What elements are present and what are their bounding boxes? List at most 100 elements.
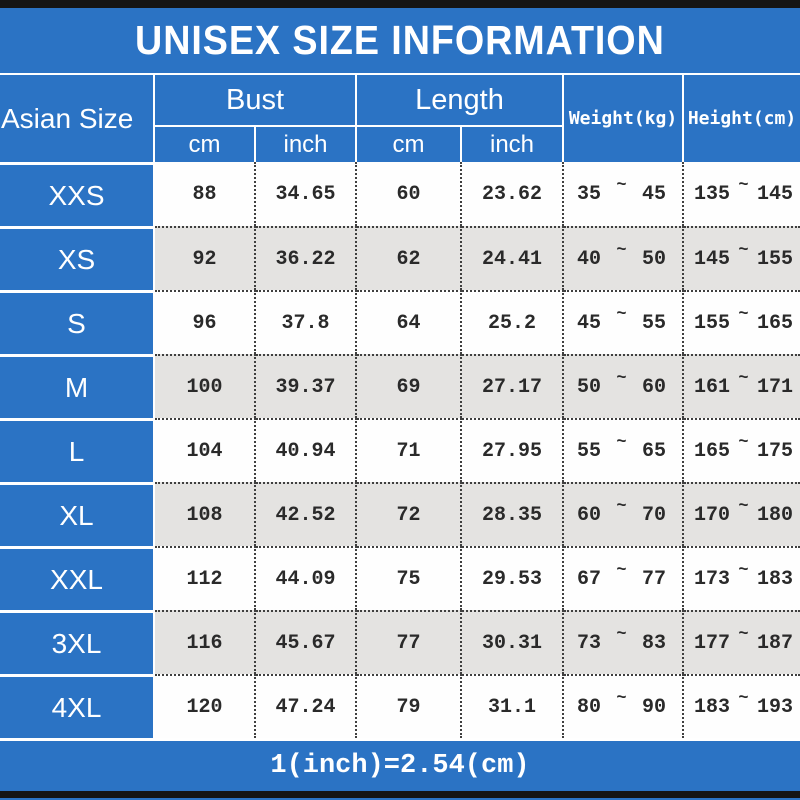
subheader-length-inch: inch (462, 127, 564, 162)
height-min-value: 145 (694, 247, 731, 271)
bust-cm-cell: 112 (155, 546, 256, 610)
bust-cm-cell: 116 (155, 610, 256, 674)
bust-cm-cell: 120 (155, 674, 256, 738)
tilde-separator: ~ (616, 496, 627, 516)
weight-range-cell: 50 ~ 60 (564, 354, 684, 418)
weight-max-value: 70 (641, 503, 666, 527)
height-min-value: 135 (694, 182, 731, 206)
height-min-value: 183 (694, 695, 731, 719)
weight-max-value: 60 (641, 375, 666, 399)
weight-min-value: 73 (577, 631, 602, 655)
height-range-cell: 161 ~ 171 (684, 354, 800, 418)
length-inch-cell: 27.95 (462, 418, 564, 482)
tilde-separator: ~ (616, 560, 627, 580)
column-header-weight: Weight(kg) (564, 75, 684, 162)
column-group-bust: Bust (155, 75, 357, 127)
weight-min-value: 45 (577, 311, 602, 335)
tilde-separator: ~ (738, 496, 749, 516)
weight-range-cell: 55 ~ 65 (564, 418, 684, 482)
bust-inch-cell: 44.09 (256, 546, 357, 610)
length-inch-cell: 31.1 (462, 674, 564, 738)
weight-min-value: 40 (577, 247, 602, 271)
bust-cm-cell: 100 (155, 354, 256, 418)
size-label-cell: M (0, 354, 155, 418)
height-range-cell: 183 ~ 193 (684, 674, 800, 738)
length-cm-cell: 69 (357, 354, 462, 418)
weight-min-value: 67 (577, 567, 602, 591)
tilde-separator: ~ (738, 240, 749, 260)
height-min-value: 155 (694, 311, 731, 335)
size-label-cell: XL (0, 482, 155, 546)
bust-inch-cell: 45.67 (256, 610, 357, 674)
height-min-value: 177 (694, 631, 731, 655)
length-inch-cell: 23.62 (462, 162, 564, 226)
weight-range-cell: 67 ~ 77 (564, 546, 684, 610)
length-cm-cell: 79 (357, 674, 462, 738)
weight-min-value: 60 (577, 503, 602, 527)
bust-inch-cell: 42.52 (256, 482, 357, 546)
bust-inch-cell: 37.8 (256, 290, 357, 354)
height-max-value: 171 (756, 375, 793, 399)
length-cm-cell: 60 (357, 162, 462, 226)
size-label-cell: 3XL (0, 610, 155, 674)
tilde-separator: ~ (616, 240, 627, 260)
bottom-edge-bar (0, 791, 800, 798)
length-inch-cell: 28.35 (462, 482, 564, 546)
weight-max-value: 77 (641, 567, 666, 591)
bust-inch-cell: 39.37 (256, 354, 357, 418)
height-max-value: 165 (756, 311, 793, 335)
title-band: UNISEX SIZE INFORMATION (0, 8, 800, 75)
column-header-asian-size: Asian Size (0, 75, 155, 162)
bust-inch-cell: 40.94 (256, 418, 357, 482)
height-max-value: 155 (756, 247, 793, 271)
subheader-length-cm: cm (357, 127, 462, 162)
weight-range-cell: 45 ~ 55 (564, 290, 684, 354)
size-table: Asian Size Bust Length Weight(kg) Height… (0, 75, 800, 738)
length-inch-cell: 30.31 (462, 610, 564, 674)
height-range-cell: 173 ~ 183 (684, 546, 800, 610)
size-label-cell: XXL (0, 546, 155, 610)
tilde-separator: ~ (616, 688, 627, 708)
bust-cm-cell: 104 (155, 418, 256, 482)
weight-range-cell: 80 ~ 90 (564, 674, 684, 738)
size-label-cell: XXS (0, 162, 155, 226)
height-max-value: 187 (756, 631, 793, 655)
weight-range-cell: 73 ~ 83 (564, 610, 684, 674)
weight-min-value: 35 (577, 182, 602, 206)
weight-max-value: 50 (641, 247, 666, 271)
tilde-separator: ~ (616, 432, 627, 452)
height-range-cell: 165 ~ 175 (684, 418, 800, 482)
weight-max-value: 83 (641, 631, 666, 655)
column-header-height: Height(cm) (687, 108, 797, 129)
length-inch-cell: 29.53 (462, 546, 564, 610)
size-label-cell: L (0, 418, 155, 482)
subheader-bust-cm: cm (155, 127, 256, 162)
tilde-separator: ~ (616, 624, 627, 644)
length-cm-cell: 72 (357, 482, 462, 546)
bust-inch-cell: 47.24 (256, 674, 357, 738)
weight-min-value: 50 (577, 375, 602, 399)
height-min-value: 173 (694, 567, 731, 591)
weight-max-value: 55 (641, 311, 666, 335)
height-range-cell: 177 ~ 187 (684, 610, 800, 674)
length-inch-cell: 25.2 (462, 290, 564, 354)
footer-band: 1(inch)=2.54(cm) (0, 738, 800, 791)
weight-range-cell: 35 ~ 45 (564, 162, 684, 226)
top-edge-bar (0, 0, 800, 8)
tilde-separator: ~ (738, 368, 749, 388)
length-cm-cell: 64 (357, 290, 462, 354)
tilde-separator: ~ (616, 368, 627, 388)
bust-cm-cell: 88 (155, 162, 256, 226)
tilde-separator: ~ (616, 175, 627, 195)
height-max-value: 180 (756, 503, 793, 527)
weight-max-value: 45 (641, 182, 666, 206)
length-cm-cell: 77 (357, 610, 462, 674)
length-inch-cell: 24.41 (462, 226, 564, 290)
height-min-value: 170 (694, 503, 731, 527)
length-cm-cell: 75 (357, 546, 462, 610)
length-inch-cell: 27.17 (462, 354, 564, 418)
tilde-separator: ~ (738, 688, 749, 708)
size-label-cell: S (0, 290, 155, 354)
weight-min-value: 80 (577, 695, 602, 719)
